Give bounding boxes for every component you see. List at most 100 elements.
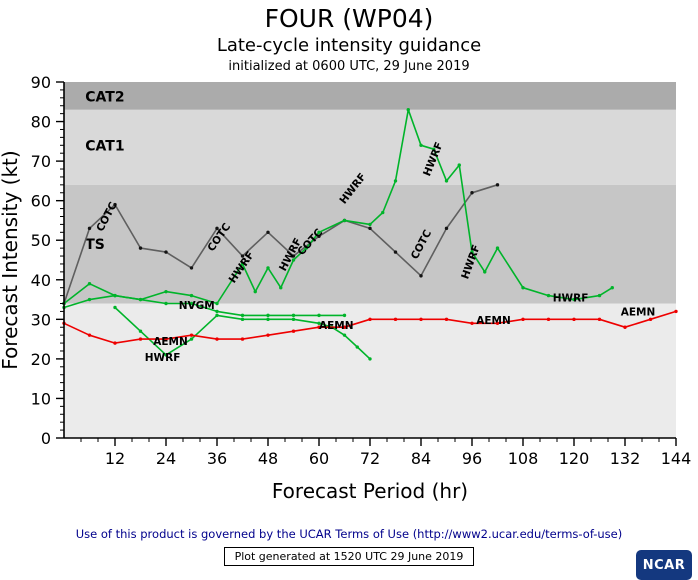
series-point [291,329,296,333]
series-point [470,250,474,254]
band-label-ts: TS [85,237,105,253]
series-point [164,337,168,341]
x-tick-label: 36 [207,449,227,468]
x-tick-label: 12 [105,449,125,468]
series-point [266,333,270,337]
series-point [342,325,347,329]
series-point [266,266,270,270]
series-point [546,293,551,298]
line-label-aemn: AEMN [621,306,656,318]
series-point [113,293,117,298]
x-tick-label: 96 [462,449,482,468]
series-point [317,230,321,235]
series-point [189,266,194,270]
series-point [623,325,627,329]
line-label-aemn: AEMN [319,320,354,332]
y-tick-label: 20 [31,350,51,369]
series-point [164,289,168,294]
y-tick-label: 60 [31,192,51,211]
series-point [444,179,449,183]
series-point [648,317,653,322]
series-point [291,313,296,318]
series-point [189,293,194,298]
ncar-logo: NCAR [636,550,692,580]
series-point [406,107,410,112]
series-point [138,329,143,333]
series-point [189,301,194,306]
y-tick-label: 30 [31,310,51,329]
series-point [253,289,257,294]
series-point [113,202,117,207]
series-point [495,183,500,187]
series-point [368,357,372,361]
y-axis-label: Forecast Intensity (kt) [0,150,22,369]
series-point [521,317,525,322]
y-tick-label: 40 [31,271,51,290]
series-point [393,250,398,254]
x-tick-label: 108 [508,449,539,468]
series-point [457,163,461,167]
series-point [304,246,308,250]
series-point [138,297,143,302]
y-tick-label: 80 [31,113,51,132]
series-point [342,313,347,318]
x-tick-label: 120 [559,449,590,468]
y-tick-label: 10 [31,389,51,408]
series-point [483,270,487,274]
series-point [572,297,576,302]
series-point [164,250,168,254]
series-point [470,321,474,325]
y-tick-label: 0 [41,429,51,448]
line-label-hwrf: HWRF [145,352,181,364]
series-point [189,333,194,337]
series-point [419,317,423,322]
series-point [495,321,500,325]
series-line-nvgm [63,294,345,317]
x-tick-label: 132 [610,449,641,468]
series-point [240,254,245,258]
series-point [266,313,270,318]
series-point [355,345,359,349]
series-point [87,226,92,231]
line-label-hwrf: HWRF [553,293,589,305]
y-tick-label: 70 [31,152,51,171]
series-point [419,143,423,147]
series-point [113,341,117,345]
series-point [393,317,398,322]
series-point [597,293,602,298]
x-tick-label: 60 [309,449,329,468]
chart-title: FOUR (WP04) [264,4,434,33]
chart-footer: Use of this product is governed by the U… [0,527,698,580]
x-tick-label: 24 [156,449,176,468]
series-point [546,317,551,322]
series-point [266,230,270,235]
series-point [368,317,372,322]
series-point [87,282,92,286]
x-axis-label: Forecast Period (hr) [272,479,468,503]
series-point [610,285,614,290]
line-label-aemn: AEMN [476,315,511,327]
series-point [138,337,143,341]
series-point [317,321,321,325]
chart-init-line: initialized at 0600 UTC, 29 June 2019 [228,59,470,74]
x-tick-label: 84 [411,449,431,468]
line-label-aemn: AEMN [153,336,188,348]
series-point [291,317,296,322]
series-point [291,254,296,258]
series-point [215,309,219,314]
series-point [317,234,321,238]
series-point [87,297,92,302]
series-point [521,285,525,290]
series-point [317,313,321,318]
series-point [368,226,372,231]
series-point [317,325,321,329]
series-point [240,317,245,322]
band-cat1 [64,109,676,185]
x-tick-label: 72 [360,449,380,468]
series-point [215,301,219,306]
series-point [240,313,245,318]
chart-subtitle: Late-cycle intensity guidance [216,35,482,56]
series-point [240,262,245,266]
series-point [342,333,347,337]
